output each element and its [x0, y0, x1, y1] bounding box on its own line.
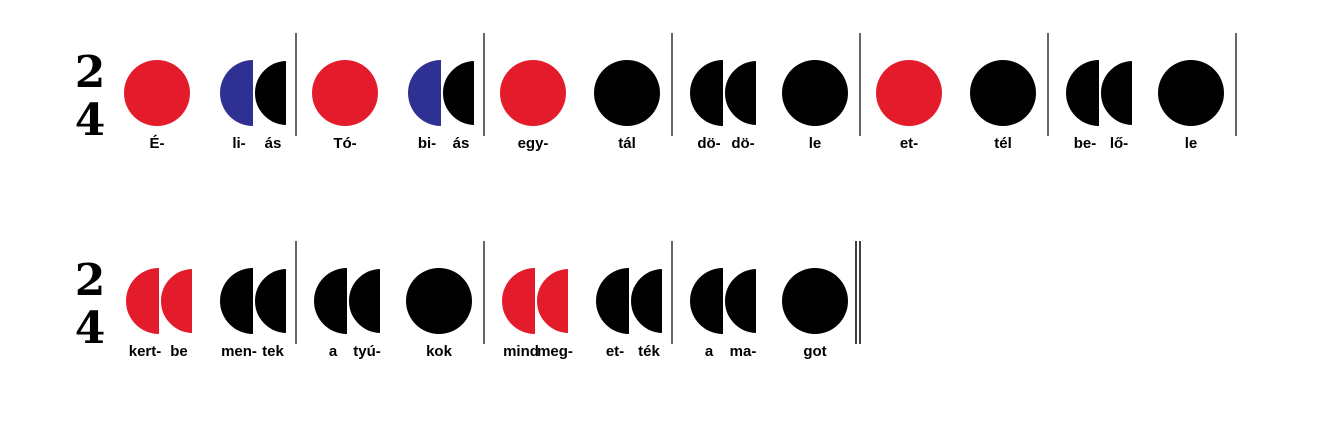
- measure: Tó-bi-ás: [312, 58, 476, 152]
- time-signature-top: 2: [75, 47, 106, 98]
- measure: É-li-ás: [124, 58, 288, 152]
- measure: et-tél: [876, 60, 1036, 152]
- quarter-note: [1158, 60, 1224, 126]
- syllable-label: le: [1185, 135, 1198, 152]
- eighth-note: [629, 266, 664, 336]
- syllable-label: ás: [453, 135, 470, 152]
- eighth-note: [690, 60, 723, 126]
- syllable-label: tél: [994, 135, 1012, 152]
- syllable-label: got: [803, 343, 826, 360]
- eighth-note: [408, 60, 441, 126]
- syllable-label: kok: [426, 343, 453, 360]
- quarter-note: [406, 268, 472, 334]
- syllable-label: ma-: [730, 343, 757, 360]
- quarter-note: [312, 60, 378, 126]
- measure: dö-dö-le: [690, 58, 848, 152]
- time-signature: 24: [75, 255, 106, 354]
- syllable-label: a: [329, 343, 338, 360]
- eighth-note: [502, 268, 535, 334]
- eighth-note: [723, 266, 758, 336]
- eighth-note: [220, 268, 253, 334]
- syllable-label: le: [809, 135, 822, 152]
- syllable-label: a: [705, 343, 714, 360]
- eighth-note: [1066, 60, 1099, 126]
- syllable-label: kert-: [129, 343, 162, 360]
- syllable-label: be: [170, 343, 188, 360]
- syllable-label: lő-: [1110, 135, 1128, 152]
- eighth-note: [1099, 58, 1134, 128]
- eighth-note: [535, 266, 570, 336]
- quarter-note: [594, 60, 660, 126]
- eighth-note: [441, 58, 476, 128]
- syllable-label: be-: [1074, 135, 1097, 152]
- eighth-note: [596, 268, 629, 334]
- syllable-label: li-: [232, 135, 245, 152]
- quarter-note: [970, 60, 1036, 126]
- measure: kert-be men-tek: [126, 266, 288, 360]
- time-signature: 24: [75, 47, 106, 146]
- syllable-label: mind: [503, 343, 539, 360]
- syllable-label: meg-: [537, 343, 573, 360]
- time-signature-top: 2: [75, 255, 106, 306]
- syllable-label: Tó-: [333, 135, 356, 152]
- measure: egy-tál: [500, 60, 660, 152]
- quarter-note: [876, 60, 942, 126]
- syllable-label: et-: [900, 135, 918, 152]
- syllable-label: ás: [265, 135, 282, 152]
- quarter-note: [124, 60, 190, 126]
- time-signature-bottom: 4: [75, 95, 106, 146]
- eighth-note: [220, 60, 253, 126]
- score-row: 24 É-li-ás Tó-bi-ás egy-tál dö-dö-le et-tél be…: [75, 33, 1237, 152]
- syllable-label: bi-: [418, 135, 436, 152]
- syllable-label: men-: [221, 343, 257, 360]
- syllable-label: tál: [618, 135, 636, 152]
- measure: a tyú-kok: [314, 266, 472, 360]
- syllable-label: tek: [262, 343, 284, 360]
- quarter-note: [500, 60, 566, 126]
- syllable-label: dö-: [697, 135, 720, 152]
- syllable-label: ték: [638, 343, 660, 360]
- eighth-note: [723, 58, 758, 128]
- eighth-note: [253, 58, 288, 128]
- eighth-note: [690, 268, 723, 334]
- quarter-note: [782, 60, 848, 126]
- eighth-note: [159, 266, 194, 336]
- syllable-label: dö-: [731, 135, 754, 152]
- eighth-note: [126, 268, 159, 334]
- quarter-note: [782, 268, 848, 334]
- eighth-note: [253, 266, 288, 336]
- syllable-label: egy-: [518, 135, 549, 152]
- syllable-label: et-: [606, 343, 624, 360]
- time-signature-bottom: 4: [75, 303, 106, 354]
- eighth-note: [314, 268, 347, 334]
- measure: a ma-got: [690, 266, 848, 360]
- syllable-label: tyú-: [353, 343, 381, 360]
- syllable-label: É-: [150, 135, 165, 152]
- measure: be-lő-le: [1066, 58, 1224, 152]
- eighth-note: [347, 266, 382, 336]
